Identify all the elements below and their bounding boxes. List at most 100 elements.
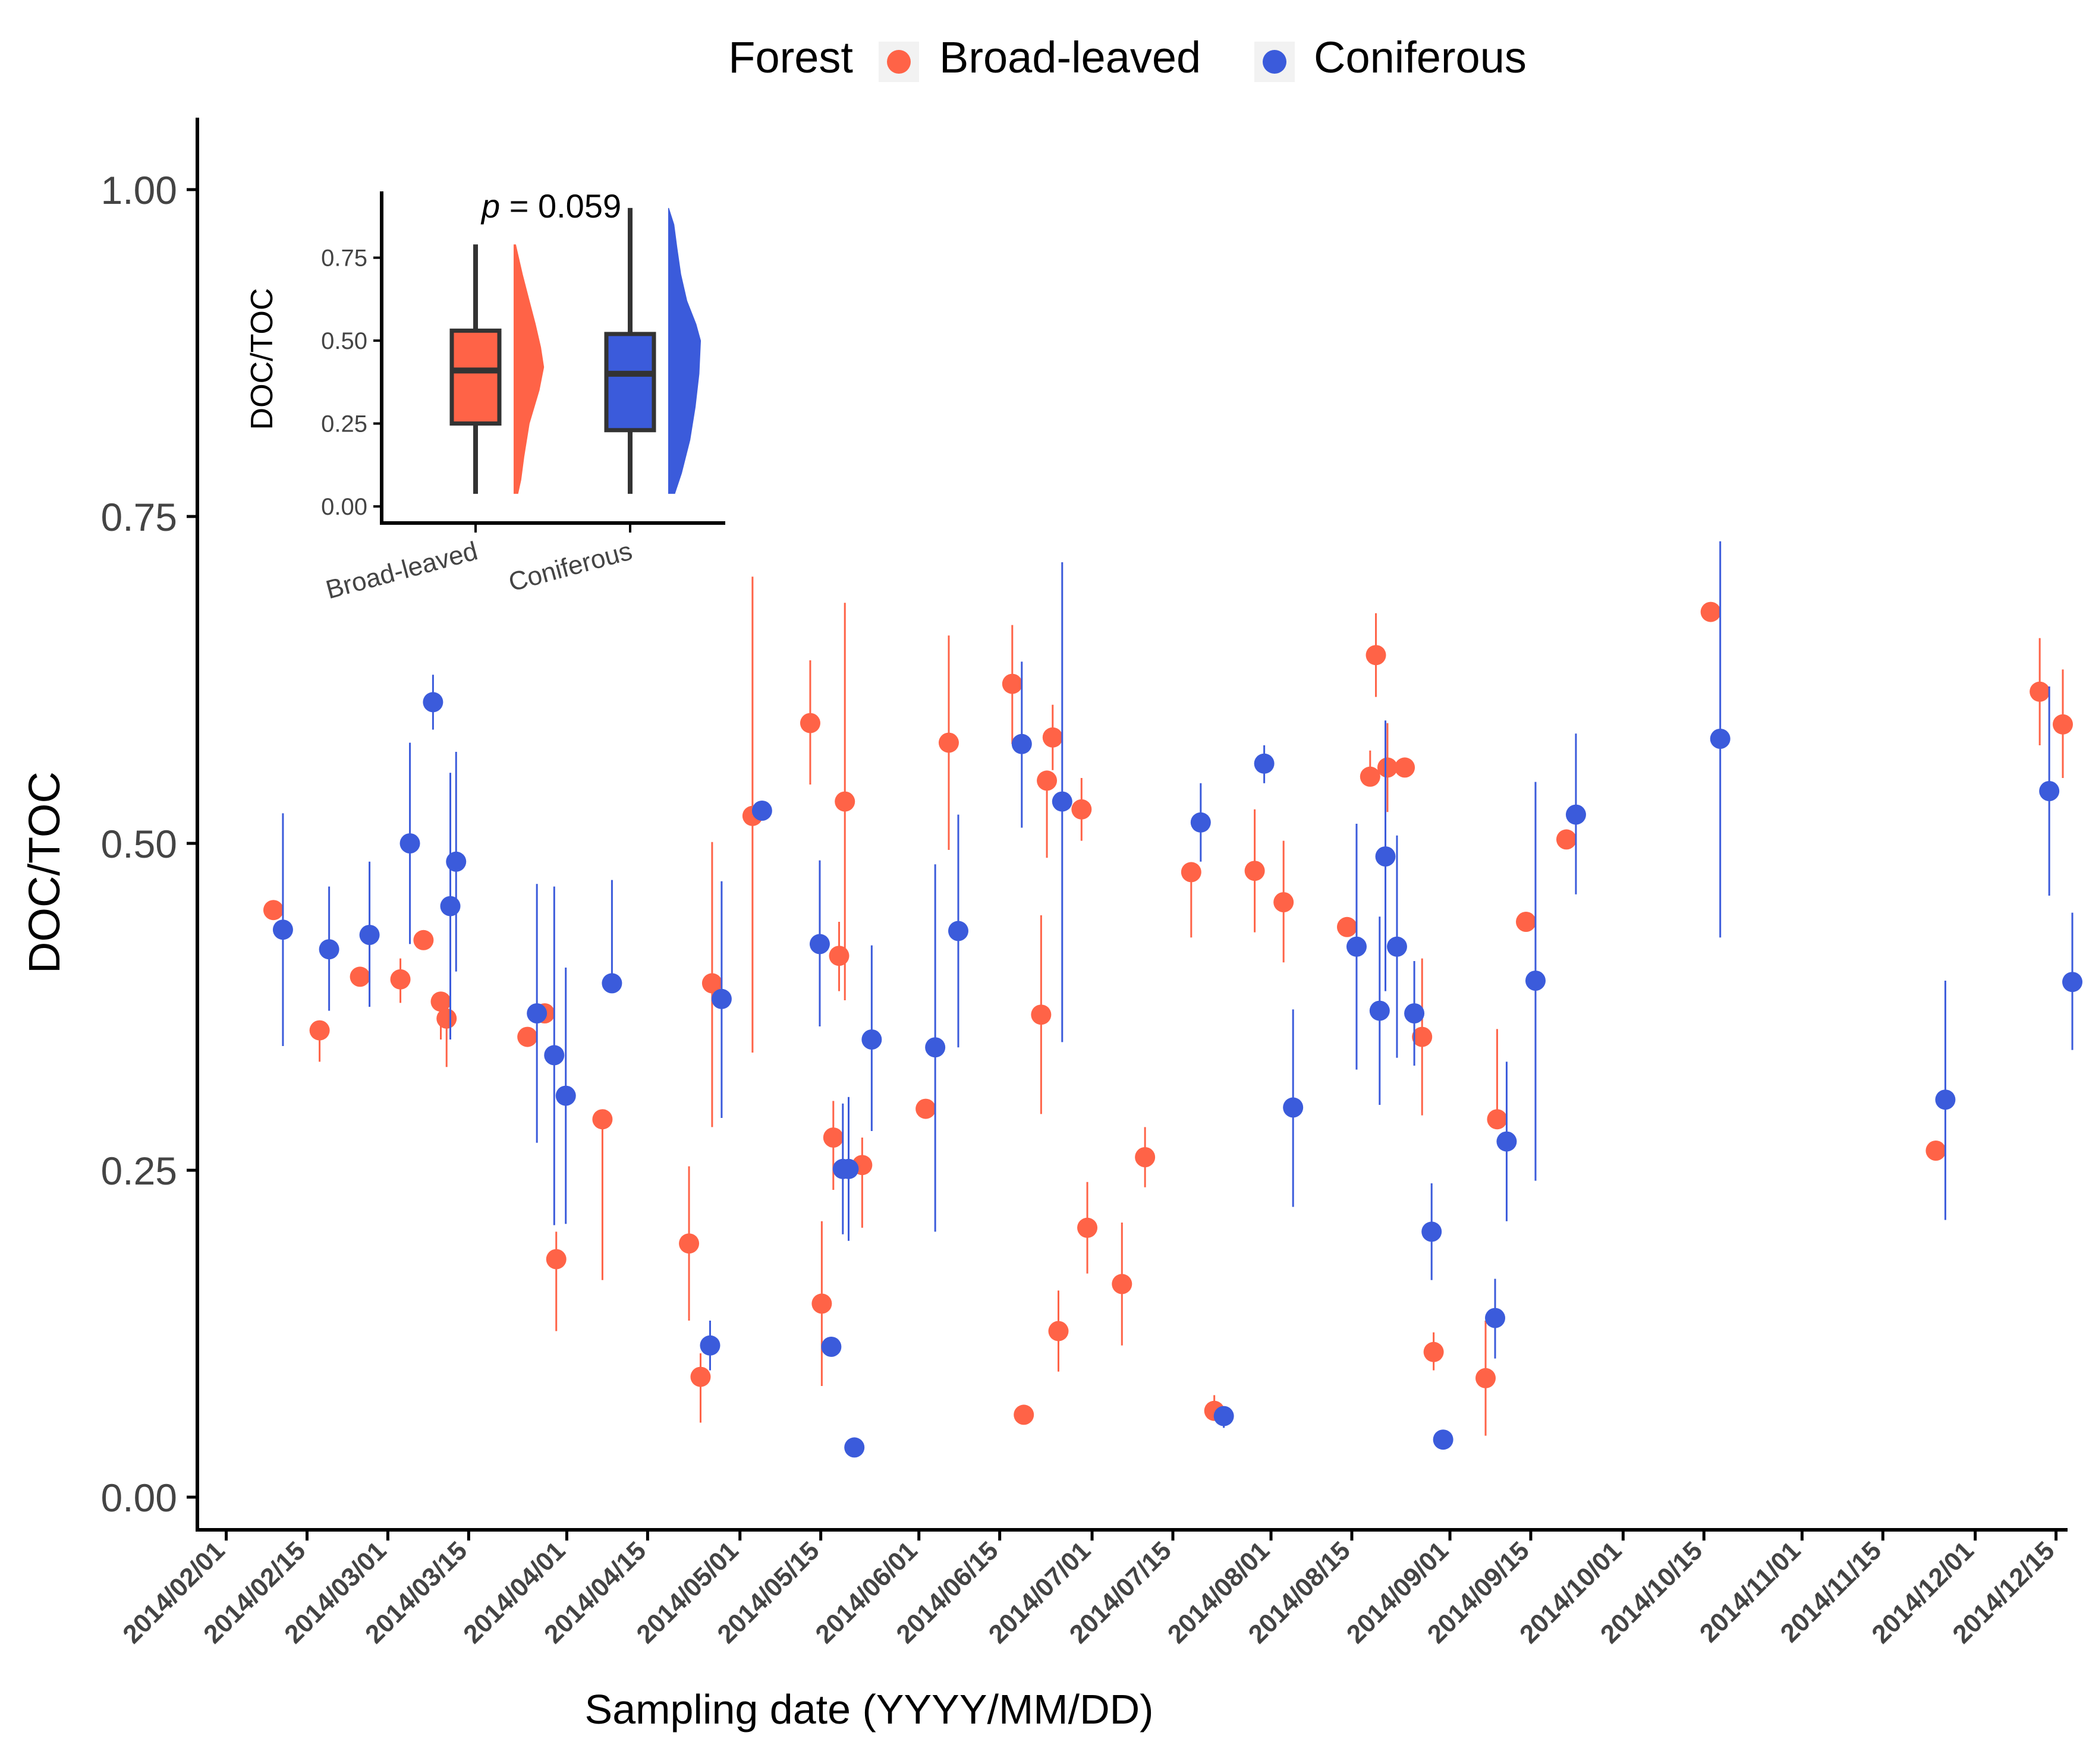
data-point	[1254, 753, 1275, 774]
inset-y-ticks: 0.00 0.25 0.50 0.75	[321, 245, 382, 520]
data-point	[1273, 892, 1294, 912]
data-point	[1375, 846, 1396, 867]
data-point	[544, 1045, 565, 1066]
data-point	[800, 713, 820, 733]
inset-y-axis-title: DOC/TOC	[245, 288, 279, 430]
data-point	[1002, 673, 1022, 694]
data-point	[263, 900, 284, 921]
y-tick-label: 0.75	[101, 495, 177, 539]
legend-key-coniferous	[1263, 50, 1286, 74]
data-point	[1404, 1003, 1425, 1023]
data-point	[1011, 733, 1032, 754]
data-point	[915, 1098, 936, 1119]
data-point	[399, 833, 420, 853]
data-point	[350, 966, 370, 987]
inset-boxes	[449, 207, 701, 494]
data-point	[821, 1337, 842, 1357]
inset-y-tick-label: 0.50	[321, 328, 367, 354]
inset-y-tick-label: 0.25	[321, 411, 367, 437]
data-point	[1412, 1026, 1433, 1047]
inset-p-value: p = 0.059	[480, 187, 621, 225]
legend: Forest Broad-leaved Coniferous	[728, 33, 1527, 82]
data-point	[527, 1003, 548, 1023]
data-point	[272, 919, 293, 940]
data-point	[1395, 757, 1415, 778]
legend-label-coniferous: Coniferous	[1314, 33, 1527, 82]
inset-box	[604, 332, 656, 433]
data-point	[430, 991, 451, 1012]
inset-density	[514, 244, 545, 494]
data-point	[1244, 861, 1265, 881]
data-point	[1346, 936, 1367, 957]
data-point	[2053, 714, 2073, 735]
inset-box	[449, 328, 502, 426]
data-point	[1935, 1089, 1956, 1110]
data-point	[1423, 1341, 1444, 1362]
data-point	[2039, 781, 2060, 801]
data-point	[423, 692, 443, 713]
legend-label-broad-leaved: Broad-leaved	[939, 33, 1201, 82]
data-point	[1366, 645, 1386, 666]
data-point	[546, 1249, 567, 1270]
data-point	[1386, 936, 1407, 957]
inset-box-coniferous	[604, 207, 701, 494]
data-point	[1710, 729, 1731, 749]
data-point	[1485, 1308, 1506, 1328]
data-point	[861, 1029, 882, 1050]
data-point	[436, 1008, 457, 1029]
inset-density	[668, 207, 701, 494]
data-point	[1487, 1109, 1508, 1130]
data-point	[390, 969, 411, 990]
data-point	[1031, 1004, 1052, 1025]
data-point	[1181, 862, 1201, 883]
data-point	[1515, 912, 1536, 932]
series-layer	[263, 541, 2082, 1458]
data-point	[711, 988, 732, 1009]
data-point	[679, 1233, 700, 1254]
data-point	[1135, 1147, 1156, 1167]
data-point	[838, 1158, 859, 1179]
data-point	[1421, 1221, 1442, 1242]
data-point	[1037, 770, 1058, 791]
data-point	[948, 921, 968, 941]
data-point	[829, 946, 849, 966]
x-axis-title: Sampling date (YYYY/MM/DD)	[585, 1686, 1154, 1732]
data-point	[809, 934, 830, 955]
data-point	[413, 930, 434, 950]
legend-key-broad-leaved	[887, 50, 911, 74]
data-point	[1112, 1274, 1132, 1294]
data-point	[700, 1335, 720, 1356]
data-point	[2062, 972, 2082, 993]
data-point	[309, 1020, 330, 1041]
data-point	[319, 939, 339, 960]
y-axis-title: DOC/TOC	[20, 771, 69, 974]
data-point	[592, 1109, 613, 1130]
data-point	[690, 1366, 711, 1387]
data-point	[835, 791, 855, 812]
data-point	[555, 1085, 576, 1106]
data-point	[1556, 829, 1577, 850]
y-tick-label: 0.50	[101, 822, 177, 866]
data-point	[1369, 1000, 1390, 1021]
y-ticks: 0.00 0.25 0.50 0.75 1.00	[101, 168, 197, 1520]
data-point	[751, 801, 772, 821]
data-point	[1283, 1097, 1304, 1118]
data-point	[1925, 1141, 1946, 1161]
series-broad-leaved	[263, 577, 2073, 1436]
data-point	[823, 1127, 844, 1148]
data-point	[1052, 791, 1072, 812]
data-point	[1377, 757, 1398, 778]
data-point	[1475, 1368, 1496, 1388]
inset-p-symbol: p	[480, 187, 500, 225]
data-point	[517, 1026, 538, 1047]
data-point	[440, 896, 461, 916]
inset-p-text: = 0.059	[500, 187, 621, 225]
data-point	[1360, 766, 1380, 787]
data-point	[1048, 1321, 1069, 1341]
data-point	[925, 1037, 946, 1058]
data-point	[1042, 727, 1063, 748]
data-point	[938, 732, 959, 753]
inset-box-broad-leaved	[449, 244, 545, 494]
legend-title: Forest	[728, 33, 853, 82]
